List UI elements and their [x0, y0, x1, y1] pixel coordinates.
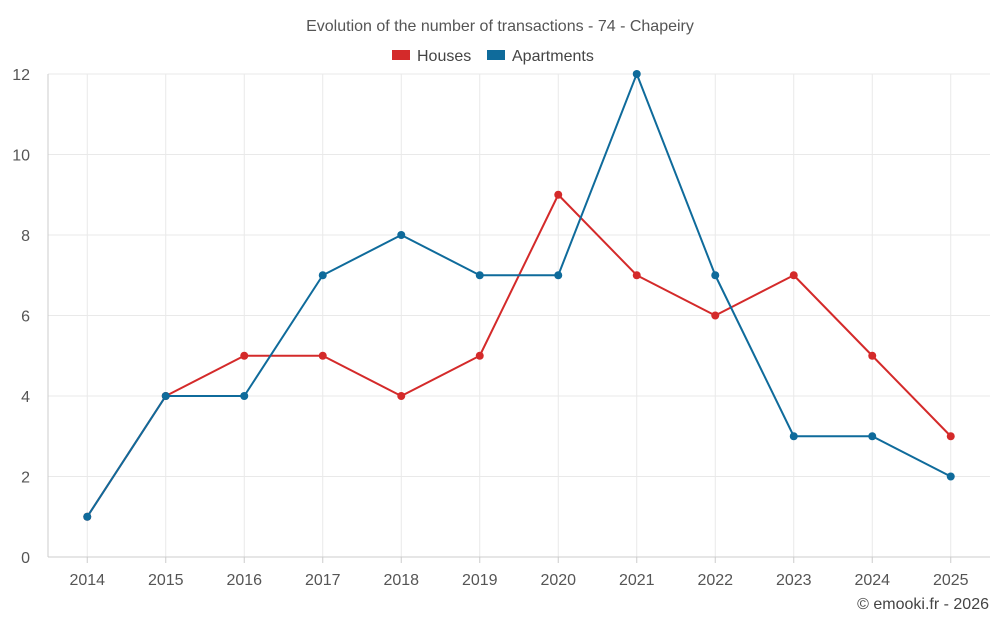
- series-apartments: [83, 70, 955, 521]
- data-point-apartments[interactable]: [868, 432, 877, 441]
- axes: 0 2 4 6 8 10 12 2014 2015 2016 2017 2018 2019 2020 202…: [12, 67, 990, 589]
- series-line-apartments: [86, 73, 952, 518]
- chart-title: Evolution of the number of transactions …: [306, 18, 694, 35]
- x-tick-label: 2023: [776, 572, 812, 589]
- data-point-houses[interactable]: [946, 432, 955, 441]
- legend: Houses Apartments: [392, 48, 594, 65]
- data-point-apartments[interactable]: [789, 432, 798, 441]
- data-point-apartments[interactable]: [711, 271, 720, 280]
- legend-swatch-apartments: [487, 50, 505, 60]
- y-tick-label: 8: [21, 228, 30, 245]
- data-point-houses[interactable]: [789, 271, 798, 280]
- x-tick-label: 2024: [854, 572, 890, 589]
- x-tick-label: 2021: [619, 572, 655, 589]
- data-point-apartments[interactable]: [240, 392, 249, 400]
- data-point-houses[interactable]: [554, 190, 563, 199]
- credit-text: © emooki.fr - 2026: [857, 596, 989, 613]
- data-point-houses[interactable]: [240, 351, 249, 360]
- data-point-houses[interactable]: [475, 351, 484, 360]
- data-point-apartments[interactable]: [554, 271, 563, 280]
- y-tick-label: 0: [21, 550, 30, 567]
- legend-label-houses[interactable]: Houses: [417, 48, 471, 65]
- data-point-apartments[interactable]: [83, 512, 92, 521]
- data-point-houses[interactable]: [711, 311, 720, 320]
- data-point-apartments[interactable]: [475, 271, 484, 280]
- x-tick-label: 2020: [540, 572, 576, 589]
- legend-swatch-houses: [392, 50, 410, 60]
- y-tick-label: 2: [21, 470, 30, 487]
- data-point-apartments[interactable]: [632, 70, 641, 78]
- data-point-houses[interactable]: [397, 392, 406, 400]
- x-tick-label: 2014: [69, 572, 105, 589]
- data-point-houses[interactable]: [632, 271, 641, 280]
- data-point-apartments[interactable]: [161, 392, 170, 400]
- x-tick-label: 2022: [697, 572, 733, 589]
- data-point-houses[interactable]: [868, 351, 877, 360]
- y-tick-label: 4: [21, 389, 30, 406]
- x-tick-label: 2016: [226, 572, 262, 589]
- series-line-houses: [86, 193, 952, 518]
- grid: [48, 73, 990, 557]
- data-point-houses[interactable]: [318, 351, 327, 360]
- x-tick-label: 2019: [462, 572, 498, 589]
- x-tick-label: 2017: [305, 572, 341, 589]
- y-tick-label: 12: [12, 67, 30, 84]
- data-point-apartments[interactable]: [397, 231, 406, 239]
- x-tick-label: 2015: [148, 572, 184, 589]
- y-tick-label: 6: [21, 309, 30, 326]
- y-tick-label: 10: [12, 148, 30, 165]
- x-tick-label: 2018: [383, 572, 419, 589]
- legend-label-apartments[interactable]: Apartments: [512, 48, 594, 65]
- data-point-apartments[interactable]: [318, 271, 327, 280]
- x-tick-label: 2025: [933, 572, 969, 589]
- series-layer: [83, 70, 955, 521]
- data-point-apartments[interactable]: [946, 472, 955, 481]
- series-houses: [83, 190, 955, 521]
